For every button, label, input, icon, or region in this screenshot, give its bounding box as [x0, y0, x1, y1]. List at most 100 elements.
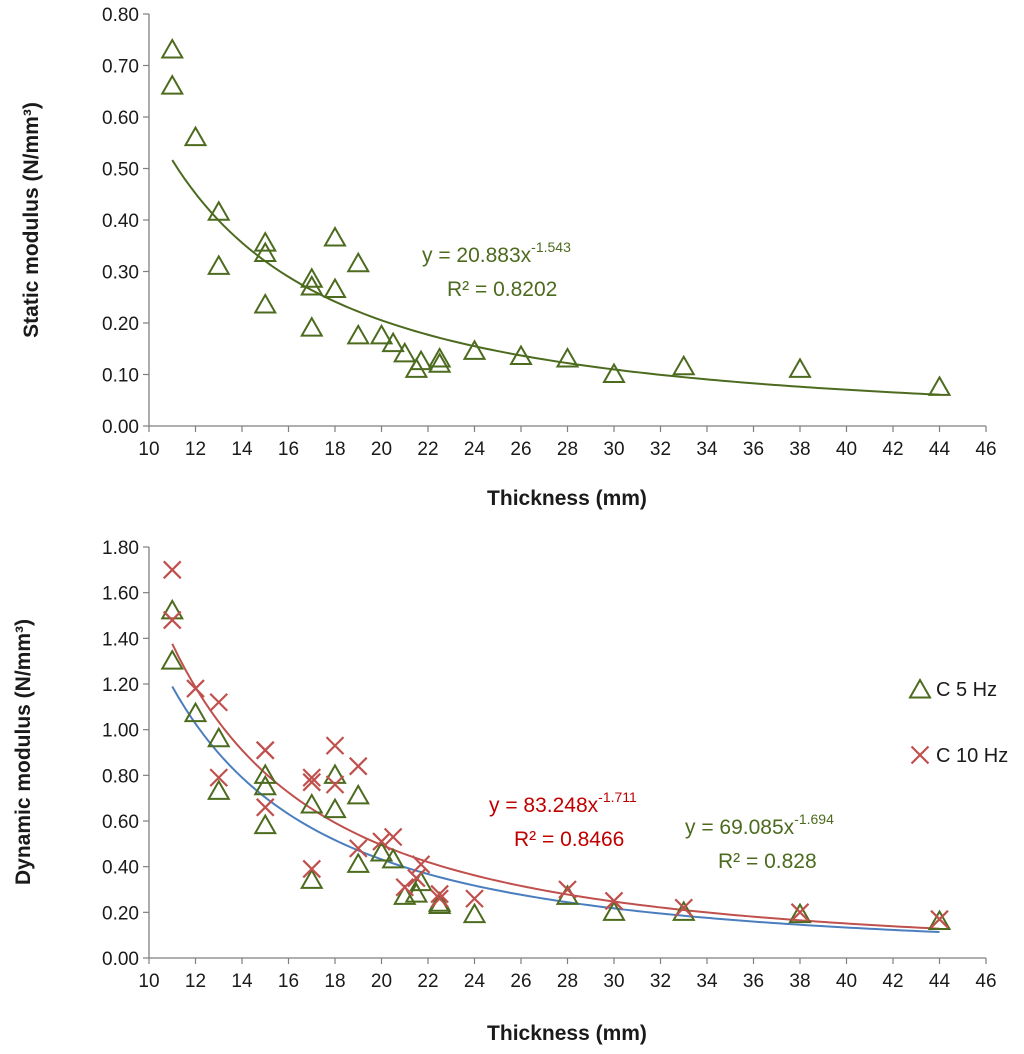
- data-point-triangle: [253, 241, 277, 262]
- x-tick-label: 36: [743, 439, 764, 460]
- y-tick-label: 0.60: [102, 812, 139, 833]
- data-point-triangle: [160, 649, 184, 670]
- x-tick-label: 32: [650, 439, 671, 460]
- x-tick-label: 30: [603, 971, 624, 992]
- y-tick-label: 0.20: [102, 314, 139, 335]
- data-point-triangle: [300, 793, 324, 814]
- data-point-triangle: [207, 200, 231, 221]
- data-point-triangle: [346, 251, 370, 273]
- y-tick-label: 1.00: [102, 721, 139, 742]
- data-point-triangle: [253, 292, 277, 314]
- data-point-cross: [255, 798, 275, 817]
- x-tick-label: 40: [836, 971, 857, 992]
- data-point-cross: [674, 898, 694, 918]
- legend-label-10hz: C 10 Hz: [936, 745, 1008, 767]
- data-point-triangle: [369, 840, 394, 862]
- data-point-cross: [186, 679, 205, 698]
- y-tick-label: 0.50: [102, 160, 139, 181]
- data-point-cross: [162, 560, 182, 580]
- data-point-cross: [302, 768, 322, 787]
- x-tick-label: 46: [975, 439, 996, 460]
- data-point-triangle: [160, 598, 184, 620]
- x-tick-label: 28: [557, 439, 578, 460]
- data-point-triangle: [323, 277, 347, 299]
- y-tick-label: 0.20: [102, 903, 139, 924]
- data-point-triangle: [602, 362, 626, 383]
- x-tick-label: 12: [185, 439, 206, 460]
- x-tick-label: 10: [138, 439, 159, 460]
- x-tick-label: 42: [882, 971, 903, 992]
- x-tick-label: 16: [278, 971, 299, 992]
- x-tick-label: 44: [929, 971, 951, 992]
- equation-base: y = 69.085x: [685, 816, 795, 839]
- data-point-cross: [790, 903, 810, 922]
- legend: C 5 Hz C 10 Hz: [908, 677, 1008, 767]
- equation-base: y = 83.248x: [489, 794, 599, 817]
- x-tick-label: 30: [603, 439, 624, 460]
- data-point-cross: [325, 736, 345, 755]
- x-tick-label: 38: [789, 971, 810, 992]
- x-tick-label: 24: [464, 439, 486, 460]
- x-tick-label: 16: [278, 439, 299, 460]
- equation-exponent: -1.711: [598, 789, 637, 805]
- data-point-triangle: [381, 847, 405, 869]
- data-point-cross: [162, 610, 182, 630]
- x-tick-label: 22: [417, 439, 438, 460]
- x-tick-label: 28: [557, 971, 578, 992]
- data-point-triangle: [323, 226, 347, 247]
- data-point-cross: [430, 884, 449, 904]
- data-point-triangle: [183, 701, 208, 723]
- data-point-triangle: [300, 868, 324, 889]
- trendline-equation-5hz: y = 69.085x-1.694: [685, 811, 834, 839]
- x-tick-label: 18: [324, 971, 345, 992]
- data-point-triangle: [462, 902, 487, 924]
- x-tick-label: 10: [138, 971, 159, 992]
- x-tick-label: 44: [929, 439, 951, 460]
- data-point-triangle: [602, 900, 626, 921]
- data-point-triangle: [427, 891, 452, 912]
- data-point-cross: [302, 859, 322, 879]
- x-tick-label: 34: [696, 971, 718, 992]
- y-tick-label: 1.60: [102, 584, 139, 605]
- data-point-cross: [302, 772, 322, 792]
- data-point-triangle: [555, 347, 580, 368]
- x-tick-label: 26: [510, 971, 531, 992]
- data-point-triangle: [160, 74, 184, 95]
- point-group: [160, 560, 952, 930]
- data-point-cross: [558, 880, 577, 899]
- data-point-triangle: [253, 231, 277, 252]
- y-tick-label: 0.80: [102, 5, 139, 26]
- data-point-triangle: [927, 375, 952, 396]
- trendline-r-squared: R² = 0.8202: [447, 278, 557, 301]
- data-point-triangle: [346, 783, 370, 805]
- data-point-triangle: [369, 323, 394, 345]
- data-point-triangle: [427, 347, 452, 368]
- data-point-triangle: [381, 331, 405, 353]
- y-tick-label: 0.00: [102, 417, 139, 438]
- trendline-r-squared-5hz: R² = 0.828: [718, 850, 817, 873]
- data-point-triangle: [393, 341, 417, 363]
- data-point-triangle: [207, 726, 231, 748]
- x-tick-label: 18: [324, 439, 345, 460]
- data-point-triangle: [346, 323, 370, 345]
- y-tick-label: 0.40: [102, 858, 139, 879]
- point-group: [160, 38, 952, 396]
- y-tick-label: 0.30: [102, 263, 139, 284]
- data-point-triangle: [323, 763, 347, 784]
- x-axis-title: Thickness (mm): [487, 1022, 647, 1045]
- axis-ticks: 0.00 0.20 0.40 0.60 0.80 1.00 1.20 1.40 1.60 1.80…: [102, 538, 997, 992]
- data-point-triangle: [253, 763, 277, 784]
- trendline-group: [171, 159, 940, 396]
- data-point-cross: [209, 768, 229, 787]
- legend-marker-5hz: [908, 677, 932, 699]
- data-point-triangle: [427, 352, 452, 373]
- x-tick-label: 14: [231, 971, 253, 992]
- data-point-triangle: [346, 852, 370, 873]
- data-point-cross: [348, 756, 368, 776]
- data-point-cross: [604, 891, 624, 911]
- data-point-triangle: [253, 813, 277, 835]
- x-tick-label: 22: [417, 971, 438, 992]
- data-point-triangle: [788, 902, 812, 924]
- legend-cross-marker: [910, 745, 930, 765]
- y-tick-label: 1.80: [102, 538, 139, 559]
